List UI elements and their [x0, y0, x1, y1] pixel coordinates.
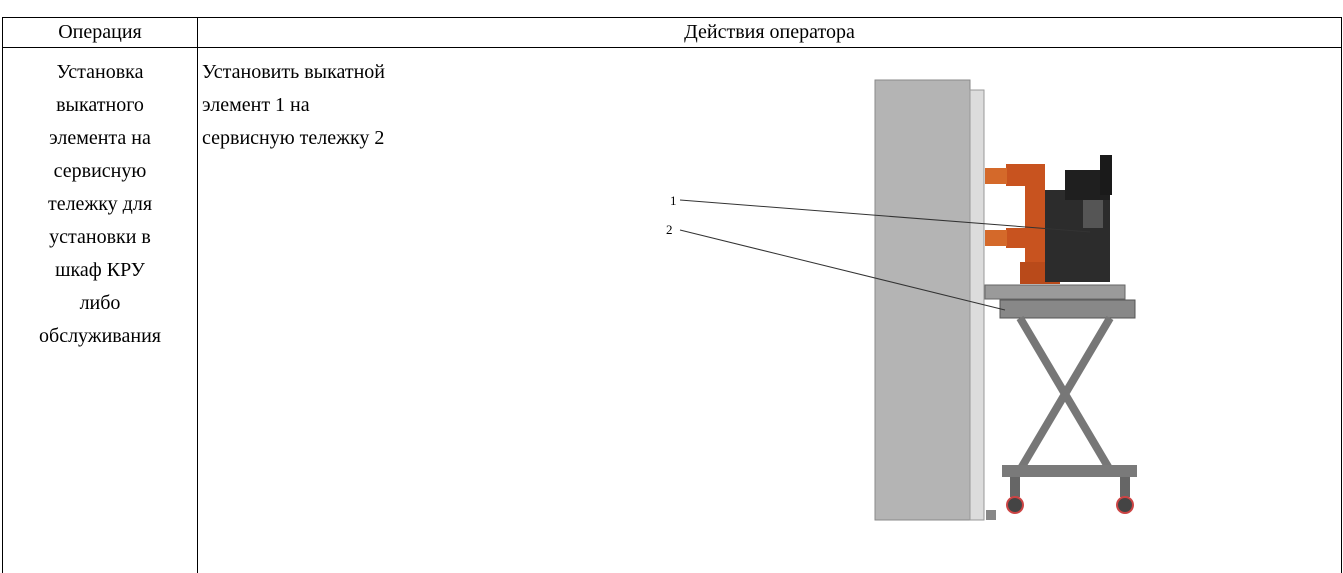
- text-line: либо: [79, 292, 121, 314]
- border: [1341, 17, 1342, 573]
- text-line: выкатного: [56, 94, 144, 116]
- header-cell: Операция: [58, 21, 142, 43]
- header-cell: Действия оператора: [684, 21, 855, 43]
- callout: 1: [670, 193, 677, 208]
- action-cell: Установить выкатной элемент 1 на сервисную…: [202, 56, 385, 155]
- text-line: Установить выкатной: [202, 61, 386, 83]
- text-line: элемента на: [49, 127, 151, 149]
- text-line: шкаф КРУ: [55, 259, 145, 281]
- border: [197, 17, 198, 573]
- border: [2, 47, 1342, 48]
- operation-cell: Установка выкатного элемента на сервисную те…: [3, 56, 197, 353]
- text-line: сервисную: [53, 160, 147, 182]
- text-line: сервисную тележку 2: [202, 127, 385, 149]
- text-line: установки в: [49, 226, 151, 248]
- border: [2, 17, 1342, 18]
- text-line: обслуживания: [39, 325, 161, 347]
- text-line: тележку для: [47, 193, 153, 215]
- text-line: элемент 1 на: [202, 94, 310, 116]
- callout: 2: [666, 222, 673, 237]
- border: [2, 17, 3, 573]
- text-line: Установка: [56, 61, 144, 83]
